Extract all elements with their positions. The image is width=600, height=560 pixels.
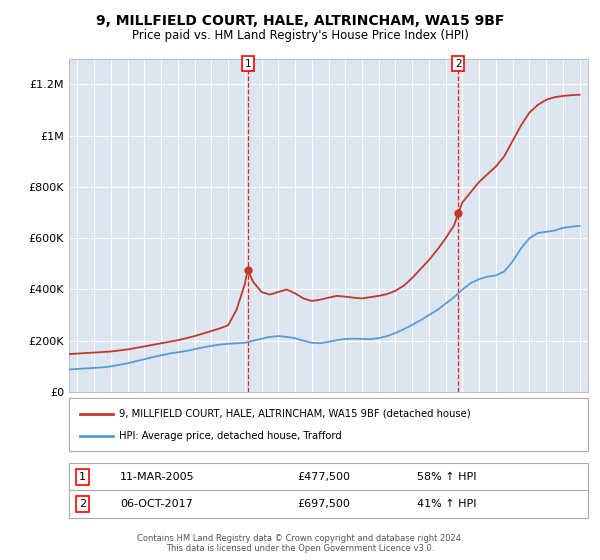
Text: 2: 2	[79, 499, 86, 509]
Text: 06-OCT-2017: 06-OCT-2017	[120, 499, 193, 509]
Text: 1: 1	[244, 59, 251, 69]
Text: Contains HM Land Registry data © Crown copyright and database right 2024.
This d: Contains HM Land Registry data © Crown c…	[137, 534, 463, 553]
Text: 9, MILLFIELD COURT, HALE, ALTRINCHAM, WA15 9BF (detached house): 9, MILLFIELD COURT, HALE, ALTRINCHAM, WA…	[119, 409, 470, 418]
Text: 1: 1	[79, 472, 86, 482]
Text: 9, MILLFIELD COURT, HALE, ALTRINCHAM, WA15 9BF: 9, MILLFIELD COURT, HALE, ALTRINCHAM, WA…	[96, 14, 504, 28]
Text: £477,500: £477,500	[297, 472, 350, 482]
Text: 11-MAR-2005: 11-MAR-2005	[120, 472, 194, 482]
Text: 41% ↑ HPI: 41% ↑ HPI	[417, 499, 476, 509]
Text: £697,500: £697,500	[297, 499, 350, 509]
Text: 2: 2	[455, 59, 461, 69]
Text: 58% ↑ HPI: 58% ↑ HPI	[417, 472, 476, 482]
Text: HPI: Average price, detached house, Trafford: HPI: Average price, detached house, Traf…	[119, 431, 341, 441]
Text: Price paid vs. HM Land Registry's House Price Index (HPI): Price paid vs. HM Land Registry's House …	[131, 29, 469, 42]
